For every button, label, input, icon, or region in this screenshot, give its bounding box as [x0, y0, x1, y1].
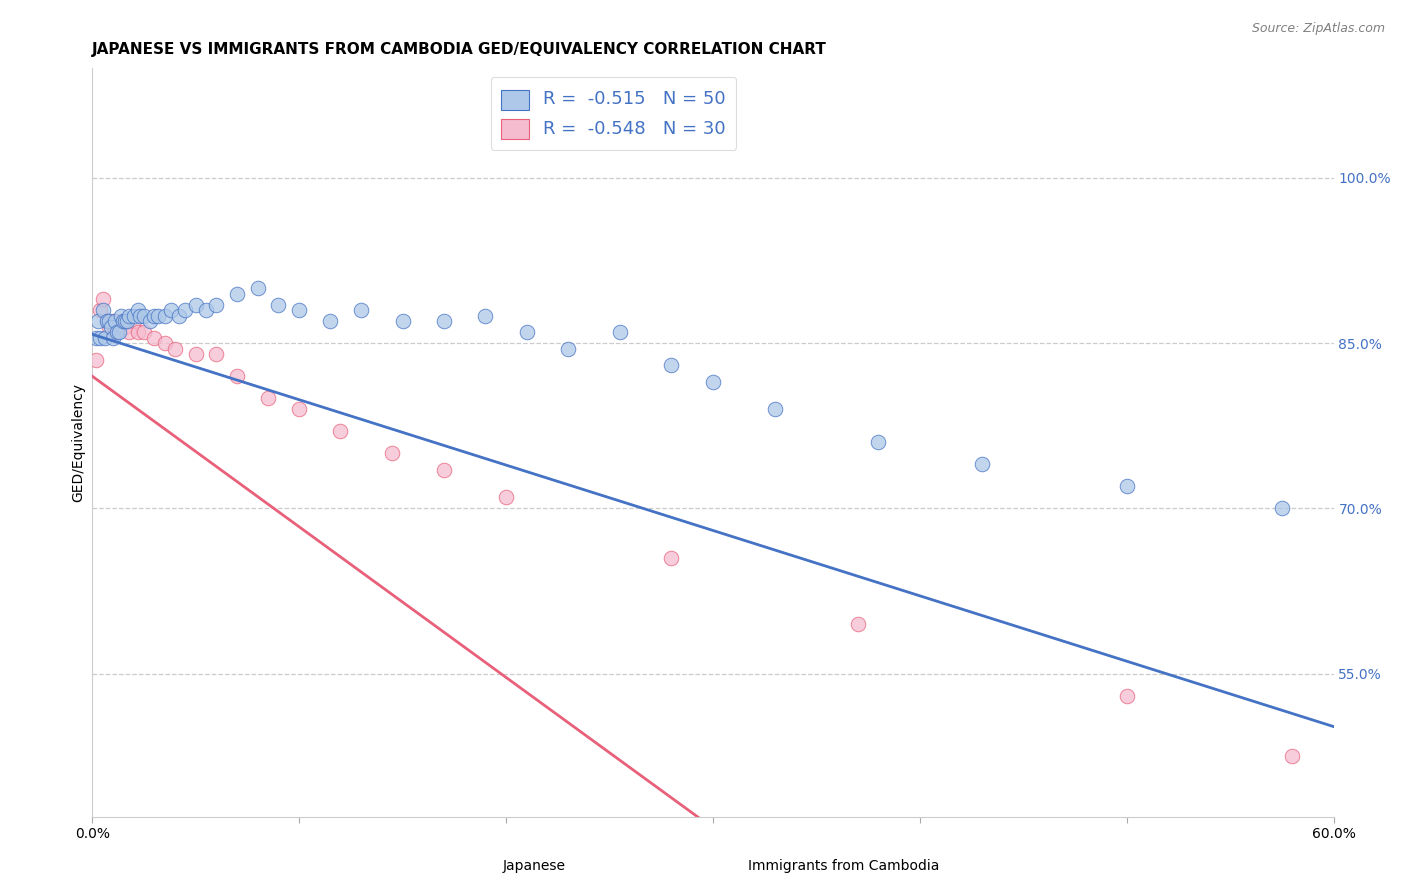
Point: [495, 491, 517, 505]
Point: [153, 309, 176, 323]
Point: [108, 325, 131, 339]
Point: [661, 358, 683, 372]
Point: [101, 330, 124, 344]
Point: [661, 551, 683, 566]
Point: [194, 303, 217, 318]
Text: Source: ZipAtlas.com: Source: ZipAtlas.com: [1251, 22, 1385, 36]
Point: [128, 309, 150, 323]
Point: [350, 303, 373, 318]
Point: [143, 309, 166, 323]
Point: [96, 314, 118, 328]
Point: [702, 375, 724, 389]
Point: [319, 314, 342, 328]
Point: [267, 297, 290, 311]
Point: [153, 336, 176, 351]
Text: Japanese: Japanese: [503, 859, 565, 872]
Point: [288, 402, 311, 417]
Text: JAPANESE VS IMMIGRANTS FROM CAMBODIA GED/EQUIVALENCY CORRELATION CHART: JAPANESE VS IMMIGRANTS FROM CAMBODIA GED…: [93, 42, 827, 57]
Point: [105, 319, 128, 334]
Point: [89, 303, 111, 318]
Point: [139, 314, 162, 328]
Point: [288, 303, 311, 318]
Point: [226, 369, 249, 384]
Point: [114, 319, 136, 334]
Point: [970, 458, 993, 472]
Point: [86, 352, 108, 367]
Point: [100, 319, 122, 334]
Point: [127, 303, 149, 318]
Point: [329, 424, 352, 438]
Point: [184, 347, 207, 361]
Point: [143, 330, 166, 344]
Point: [97, 314, 120, 328]
Point: [97, 319, 120, 334]
Legend: R =  -0.515   N = 50, R =  -0.548   N = 30: R = -0.515 N = 50, R = -0.548 N = 30: [491, 77, 737, 150]
Point: [101, 314, 124, 328]
Point: [516, 325, 538, 339]
Point: [1271, 501, 1294, 516]
Point: [112, 314, 135, 328]
Point: [104, 325, 127, 339]
Point: [391, 314, 413, 328]
Point: [433, 463, 456, 477]
Point: [96, 314, 118, 328]
Point: [557, 342, 579, 356]
Y-axis label: GED/Equivalency: GED/Equivalency: [72, 383, 86, 502]
Point: [184, 297, 207, 311]
Point: [148, 309, 170, 323]
Point: [474, 309, 496, 323]
Point: [93, 330, 115, 344]
Point: [205, 297, 228, 311]
Point: [246, 281, 269, 295]
Point: [114, 314, 136, 328]
Point: [846, 617, 869, 632]
Point: [226, 286, 249, 301]
Point: [174, 303, 197, 318]
Point: [159, 303, 181, 318]
Point: [91, 292, 114, 306]
Point: [609, 325, 631, 339]
Point: [110, 309, 132, 323]
Point: [112, 314, 135, 328]
Point: [257, 391, 280, 405]
Point: [118, 325, 141, 339]
Point: [763, 402, 786, 417]
Point: [433, 314, 456, 328]
Point: [122, 314, 145, 328]
Point: [86, 330, 108, 344]
Point: [117, 314, 139, 328]
Point: [1115, 689, 1137, 703]
Point: [91, 303, 114, 318]
Point: [868, 435, 890, 450]
Point: [87, 314, 110, 328]
Point: [132, 325, 155, 339]
Point: [118, 309, 141, 323]
Point: [381, 446, 404, 460]
Point: [122, 309, 145, 323]
Point: [132, 309, 155, 323]
Point: [1115, 479, 1137, 493]
Point: [104, 314, 127, 328]
Point: [105, 325, 128, 339]
Text: Immigrants from Cambodia: Immigrants from Cambodia: [748, 859, 939, 872]
Point: [167, 309, 190, 323]
Point: [163, 342, 186, 356]
Point: [127, 325, 149, 339]
Point: [205, 347, 228, 361]
Point: [1281, 749, 1303, 764]
Point: [89, 330, 111, 344]
